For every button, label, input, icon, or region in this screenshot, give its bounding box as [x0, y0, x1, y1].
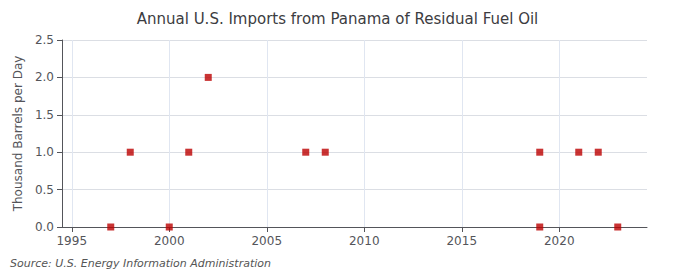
svg-text:1.0: 1.0: [35, 145, 54, 159]
svg-text:2000: 2000: [154, 234, 185, 248]
svg-text:1995: 1995: [56, 234, 87, 248]
svg-text:2005: 2005: [251, 234, 282, 248]
svg-text:2020: 2020: [544, 234, 575, 248]
svg-text:0.5: 0.5: [35, 183, 54, 197]
svg-text:Annual U.S. Imports from Panam: Annual U.S. Imports from Panama of Resid…: [137, 10, 539, 28]
svg-text:2.5: 2.5: [35, 33, 54, 47]
svg-text:1.5: 1.5: [35, 108, 54, 122]
svg-text:0.0: 0.0: [35, 220, 54, 234]
svg-text:Source: U.S. Energy Informatio: Source: U.S. Energy Information Administ…: [10, 257, 271, 270]
svg-text:2010: 2010: [349, 234, 380, 248]
svg-text:2.0: 2.0: [35, 70, 54, 84]
svg-text:Thousand Barrels per Day: Thousand Barrels per Day: [11, 56, 25, 213]
svg-text:2015: 2015: [446, 234, 477, 248]
